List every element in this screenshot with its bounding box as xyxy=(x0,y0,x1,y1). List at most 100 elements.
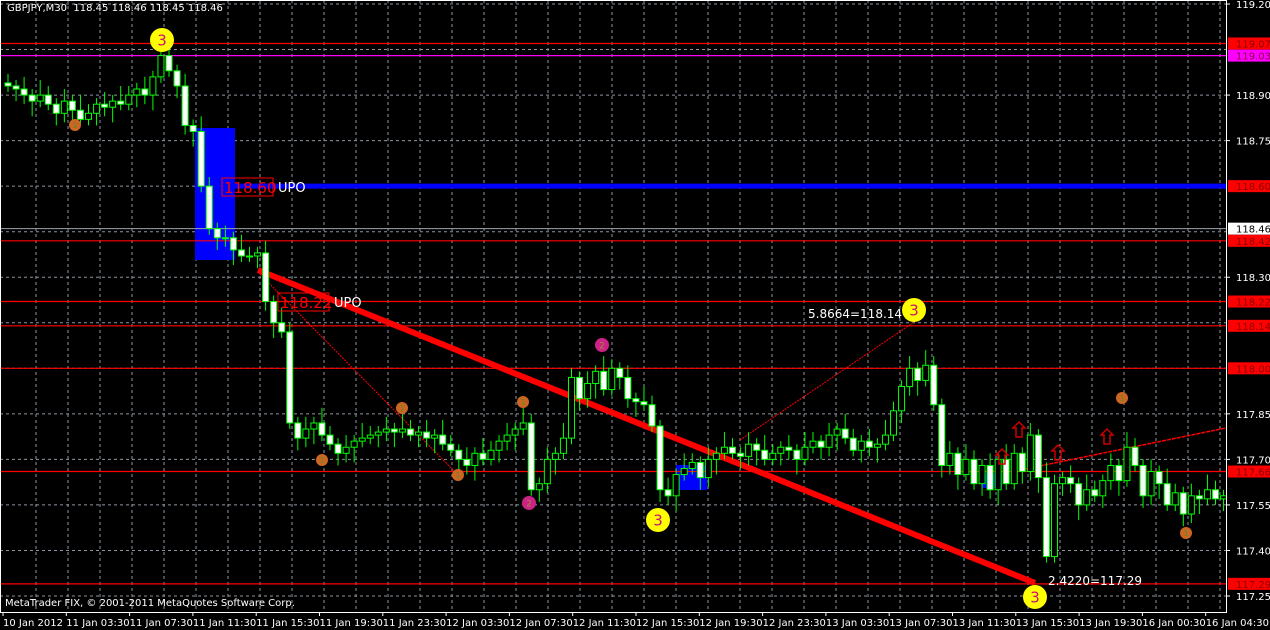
up-arrow-icon xyxy=(1050,443,1066,461)
time-axis-label: 10 Jan 2012 xyxy=(3,618,63,629)
upo-price-label: 118.60 xyxy=(224,179,277,197)
candle-bull xyxy=(398,428,406,433)
candle-bull xyxy=(302,428,310,439)
price-level-label: 118.42 xyxy=(1236,237,1270,248)
candle-bull xyxy=(60,100,68,114)
time-axis-label: 12 Jan 11:30 xyxy=(573,618,636,629)
candle-bull xyxy=(1059,477,1067,485)
candle-bear xyxy=(930,364,938,406)
price-level-label: 118.00 xyxy=(1236,364,1270,375)
price-axis-label: 117.25 xyxy=(1236,592,1270,603)
candle-bull xyxy=(680,467,688,476)
candle-bull xyxy=(93,103,101,114)
candle-bull xyxy=(503,434,511,442)
candle-bull xyxy=(342,446,350,454)
fib-expansion-label: 5.8664=118.14 xyxy=(808,307,902,321)
candle-bear xyxy=(632,398,640,403)
time-axis-label: 13 Jan 03:30 xyxy=(826,618,889,629)
time-axis-label: 11 Jan 07:30 xyxy=(130,618,193,629)
candle-bear xyxy=(1131,446,1139,466)
candle-bear xyxy=(20,88,28,96)
candle-bull xyxy=(431,434,439,439)
candle-bear xyxy=(237,249,245,257)
candle-bear xyxy=(986,464,994,491)
price-axis-label: 118.90 xyxy=(1236,91,1270,102)
candle-bear xyxy=(326,434,334,445)
candle-bull xyxy=(36,94,44,102)
candle-bull xyxy=(157,55,165,78)
candle-bear xyxy=(390,428,398,433)
candle-bull xyxy=(254,252,262,257)
candle-bear xyxy=(68,100,76,111)
price-level-tag xyxy=(1228,362,1270,375)
upo-price-box xyxy=(221,177,274,197)
price-level-tag xyxy=(1228,49,1270,62)
time-axis-label: 13 Jan 19:30 xyxy=(1079,618,1142,629)
time-axis-label: 13 Jan 11:30 xyxy=(953,618,1016,629)
candle-bull xyxy=(857,440,865,451)
candle-bull xyxy=(898,386,906,412)
candle-bear xyxy=(753,443,761,451)
wave-marker-label: 3 xyxy=(653,512,663,530)
wave-yellow-marker-icon xyxy=(902,298,926,322)
candle-bull xyxy=(688,461,696,469)
wave-yellow-marker-icon xyxy=(150,28,174,52)
candle-bull xyxy=(519,422,527,430)
trend-line-up xyxy=(1019,427,1227,471)
candle-bull xyxy=(543,458,551,485)
wave-marker-label: 3 xyxy=(909,302,919,320)
candle-bull xyxy=(592,370,600,384)
candle-bull xyxy=(125,94,133,105)
candle-bull xyxy=(382,428,390,433)
candle-bull xyxy=(85,112,92,120)
fib-line xyxy=(739,321,915,441)
candle-bear xyxy=(479,452,487,460)
candle-bull xyxy=(712,452,720,460)
wave-marker-label: 2 xyxy=(599,341,605,351)
candle-bear xyxy=(1091,489,1099,497)
price-level-label: 119.07 xyxy=(1236,39,1270,50)
candle-bear xyxy=(52,103,60,114)
candle-bull xyxy=(358,437,366,442)
wave-orange-marker-icon xyxy=(1180,527,1192,539)
candle-bear xyxy=(640,401,648,406)
candle-bull xyxy=(809,440,817,448)
upo-tag: UPO xyxy=(334,296,362,311)
candle-bear xyxy=(1018,452,1026,473)
time-axis-label: 11 Jan 19:30 xyxy=(320,618,383,629)
candle-bull xyxy=(745,443,753,457)
candle-bear xyxy=(270,301,278,324)
time-axis-label: 12 Jan 19:30 xyxy=(699,618,762,629)
candle-bull xyxy=(1010,452,1018,485)
time-axis-label: 11 Jan 15:30 xyxy=(256,618,319,629)
candle-bull xyxy=(1026,434,1034,473)
candle-bear xyxy=(817,440,825,448)
candle-bear xyxy=(729,446,736,454)
candle-bear xyxy=(793,449,801,460)
candle-bull xyxy=(672,474,680,497)
time-axis-label: 13 Jan 15:30 xyxy=(1016,618,1079,629)
candle-bear xyxy=(600,370,608,391)
candle-bull xyxy=(890,410,897,436)
candle-bull xyxy=(133,88,141,96)
candle-bear xyxy=(1042,477,1050,558)
candle-bear xyxy=(737,452,745,457)
up-arrow-icon xyxy=(1011,420,1027,438)
candle-bear xyxy=(213,228,221,239)
candle-bear xyxy=(117,100,125,105)
candle-bear xyxy=(141,88,149,96)
candle-bear xyxy=(286,331,294,424)
candle-bear xyxy=(189,124,197,133)
candle-bear xyxy=(865,440,873,448)
price-axis-label: 118.75 xyxy=(1236,137,1270,148)
candle-bull xyxy=(1107,464,1115,482)
upo-price-box xyxy=(277,292,330,312)
copyright-text: MetaTrader FIX, © 2001-2011 MetaQuotes S… xyxy=(5,598,295,609)
candle-bull xyxy=(825,434,833,448)
candle-bull xyxy=(551,452,559,460)
candle-bear xyxy=(407,428,414,436)
candle-bear xyxy=(463,458,471,466)
wave-orange-marker-icon xyxy=(396,402,408,414)
wave-orange-marker-icon xyxy=(1116,392,1128,404)
